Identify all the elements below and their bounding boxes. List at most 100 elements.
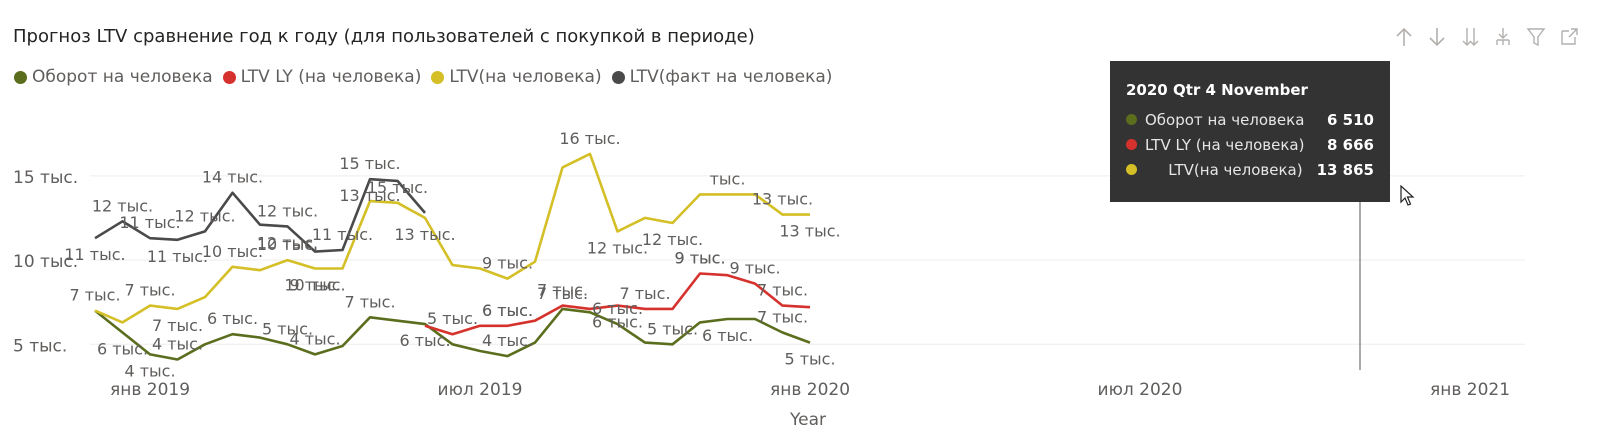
data-label: 5 тыс. bbox=[262, 319, 313, 338]
data-label: 10 тыс. bbox=[257, 235, 318, 254]
tooltip-row: LTV LY (на человека) 8 666 bbox=[1126, 132, 1374, 157]
data-label: 7 тыс. bbox=[757, 281, 808, 300]
tooltip-swatch bbox=[1126, 114, 1137, 125]
data-label: 9 тыс. bbox=[482, 254, 533, 273]
data-label: 12 тыс. bbox=[257, 233, 318, 252]
data-label: 15 тыс. bbox=[367, 178, 428, 197]
data-label: 15 тыс. bbox=[339, 154, 400, 173]
focus-mode-icon[interactable] bbox=[1559, 26, 1579, 48]
double-arrow-down-icon[interactable] bbox=[1460, 26, 1480, 48]
data-label: 6 тыс. bbox=[97, 340, 148, 359]
data-label: 11 тыс. bbox=[312, 225, 373, 244]
legend-swatch bbox=[431, 70, 445, 84]
arrow-down-icon[interactable] bbox=[1427, 26, 1447, 48]
data-label: 6 тыс. bbox=[482, 301, 533, 320]
data-label: 4 тыс. bbox=[124, 361, 175, 380]
tooltip-row: LTV(на человека) 13 865 bbox=[1126, 157, 1374, 182]
data-label: 6 тыс. bbox=[702, 326, 753, 345]
data-label: 6 тыс. bbox=[207, 309, 258, 328]
data-label: 4 тыс. bbox=[152, 334, 203, 353]
data-label: 12 тыс. bbox=[174, 206, 235, 225]
data-label: 11 тыс. bbox=[147, 247, 208, 266]
legend-swatch bbox=[14, 70, 27, 84]
x-tick-label: янв 2020 bbox=[770, 380, 850, 400]
legend-label: LTV LY (на человека) bbox=[240, 67, 422, 87]
tooltip-value: 8 666 bbox=[1327, 135, 1374, 154]
legend-label: Оборот на человека bbox=[32, 67, 213, 87]
data-label: 11 тыс. bbox=[119, 213, 180, 232]
data-label: 12 тыс. bbox=[587, 238, 648, 257]
data-label: 7 тыс. bbox=[152, 316, 203, 335]
data-label: 6 тыс. bbox=[592, 299, 643, 318]
visual-header-toolbar bbox=[1394, 26, 1579, 48]
data-label: 13 тыс. bbox=[752, 190, 813, 209]
data-label: 14 тыс. bbox=[202, 168, 263, 187]
data-label: тыс. bbox=[710, 169, 746, 188]
legend-swatch bbox=[611, 70, 625, 84]
data-label: 12 тыс. bbox=[92, 196, 153, 215]
data-label: 10 тыс. bbox=[284, 275, 345, 294]
series-line-1 bbox=[424, 272, 811, 336]
data-label: 6 тыс. bbox=[592, 313, 643, 332]
y-tick-label: 15 тыс. bbox=[13, 168, 78, 188]
tooltip-row: Оборот на человека 6 510 bbox=[1126, 107, 1374, 132]
tooltip-value: 13 865 bbox=[1316, 160, 1374, 179]
data-label: 7 тыс. bbox=[69, 286, 120, 305]
data-label: 7 тыс. bbox=[619, 284, 670, 303]
data-label: 4 тыс. bbox=[289, 329, 340, 348]
y-tick-label: 5 тыс. bbox=[13, 336, 67, 356]
data-label: 16 тыс. bbox=[559, 129, 620, 148]
tooltip-label: LTV(на человека) bbox=[1168, 160, 1303, 179]
data-label: 6 тыс. bbox=[399, 331, 450, 350]
x-tick-label: июл 2019 bbox=[438, 380, 523, 400]
series-line-3 bbox=[94, 177, 426, 253]
tooltip-swatch bbox=[1126, 164, 1137, 175]
tooltip: 2020 Qtr 4 November Оборот на человека 6… bbox=[1110, 61, 1390, 202]
data-label: 6 тыс. bbox=[482, 301, 533, 320]
x-axis-title: Year bbox=[789, 410, 826, 430]
data-label: 5 тыс. bbox=[427, 309, 478, 328]
legend-item[interactable]: LTV LY (на человека) bbox=[222, 67, 422, 87]
tooltip-label: Оборот на человека bbox=[1145, 110, 1305, 129]
data-label: 9 тыс. bbox=[674, 249, 725, 268]
legend-label: LTV(на человека) bbox=[449, 67, 602, 87]
data-label: 9 тыс. bbox=[729, 259, 780, 278]
legend-item[interactable]: LTV(на человека) bbox=[431, 67, 602, 87]
data-label: 7 тыс. bbox=[537, 284, 588, 303]
data-label: 10 тыс. bbox=[202, 242, 263, 261]
data-label: 12 тыс. bbox=[642, 230, 703, 249]
data-label: 13 тыс. bbox=[394, 225, 455, 244]
tooltip-value: 6 510 bbox=[1327, 110, 1374, 129]
data-label: 5 тыс. bbox=[647, 319, 698, 338]
tooltip-title: 2020 Qtr 4 November bbox=[1126, 81, 1308, 99]
series-line-0 bbox=[94, 307, 811, 361]
y-tick-label: 10 тыс. bbox=[13, 252, 78, 272]
legend-label: LTV(факт на человека) bbox=[629, 67, 833, 87]
tooltip-swatch bbox=[1126, 139, 1137, 150]
data-label: 7 тыс. bbox=[124, 281, 175, 300]
legend-item[interactable]: LTV(факт на человека) bbox=[611, 67, 833, 87]
data-label: 4 тыс. bbox=[482, 331, 533, 350]
data-label: 11 тыс. bbox=[64, 245, 125, 264]
x-tick-label: июл 2020 bbox=[1098, 380, 1183, 400]
x-tick-label: янв 2019 bbox=[110, 380, 190, 400]
data-label: 13 тыс. bbox=[779, 222, 840, 241]
series-line-2 bbox=[94, 152, 810, 324]
chart-title: Прогноз LTV сравнение год к году (для по… bbox=[13, 26, 755, 47]
legend-item[interactable]: Оборот на человека bbox=[14, 67, 213, 87]
expand-hierarchy-icon[interactable] bbox=[1493, 26, 1513, 48]
data-label: 9 тыс. bbox=[674, 249, 725, 268]
data-label: 7 тыс. bbox=[344, 292, 395, 311]
mouse-pointer-icon bbox=[1400, 185, 1415, 206]
data-label: 12 тыс. bbox=[257, 201, 318, 220]
tooltip-label: LTV LY (на человека) bbox=[1145, 135, 1305, 154]
arrow-up-icon[interactable] bbox=[1394, 26, 1414, 48]
data-label: 7 тыс. bbox=[757, 308, 808, 327]
x-tick-label: янв 2021 bbox=[1430, 380, 1510, 400]
legend: Оборот на человека LTV LY (на человека) … bbox=[14, 67, 842, 87]
legend-swatch bbox=[222, 70, 236, 84]
filter-icon[interactable] bbox=[1526, 26, 1546, 48]
data-label: 9 тыс. bbox=[289, 275, 340, 294]
data-label: 7 тыс. bbox=[537, 281, 588, 300]
